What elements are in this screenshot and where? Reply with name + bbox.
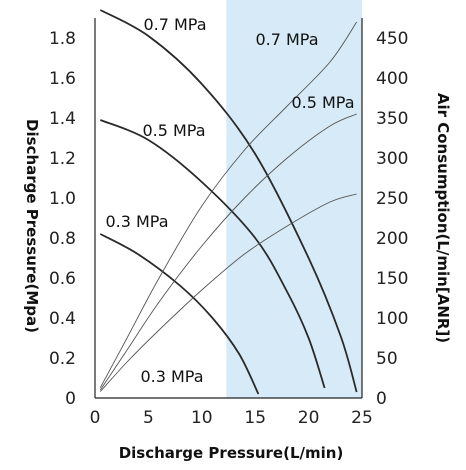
curve-label-4: 0.5 MPa (291, 93, 354, 112)
curve-label-1: 0.5 MPa (142, 121, 205, 140)
y-right-tick-label: 300 (376, 149, 408, 169)
x-axis-title: Discharge Pressure(L/min) (119, 444, 344, 462)
y-left-tick-label: 0 (65, 389, 76, 409)
pressure-curve-2 (99, 233, 260, 395)
y-left-tick-label: 1.4 (49, 109, 76, 129)
y-left-tick-label: 1.0 (49, 189, 76, 209)
y-right-tick-label: 250 (376, 189, 408, 209)
ticks-group: 0 5 10 15 20 2500.20.40.60.81.01.21.41.61.805… (49, 29, 409, 428)
y-right-tick-label: 50 (376, 349, 398, 369)
pressure-curve-0 (99, 9, 358, 393)
x-tick-label: 0 (90, 408, 101, 428)
y-left-tick-label: 1.6 (49, 69, 76, 89)
curve-label-2: 0.3 MPa (105, 212, 168, 231)
y-right-tick-label: 400 (376, 69, 408, 89)
y-left-tick-label: 0.8 (49, 229, 76, 249)
y-right-tick-label: 150 (376, 269, 408, 289)
y-right-tick-label: 450 (376, 29, 408, 49)
curve-label-3: 0.7 MPa (255, 30, 318, 49)
pressure-curve-1 (99, 119, 326, 389)
curve-label-5: 0.3 MPa (140, 367, 203, 386)
y-axis-left-title: Discharge Pressure(Mpa) (23, 119, 41, 333)
y-right-tick-label: 350 (376, 109, 408, 129)
x-tick-label: 25 (351, 408, 373, 428)
curve-labels-group: 0.7 MPa 0.5 MPa 0.3 MPa 0.7 MPa 0.5 MPa 0.3 M… (105, 15, 354, 386)
y-left-tick-label: 0.2 (49, 349, 76, 369)
x-tick-label: 20 (298, 408, 320, 428)
y-right-tick-label: 0 (376, 389, 387, 409)
curve-label-0: 0.7 MPa (143, 15, 206, 34)
x-tick-label: 15 (244, 408, 266, 428)
consumption-curve-4 (99, 113, 357, 391)
y-left-tick-label: 0.4 (49, 309, 76, 329)
y-left-tick-label: 1.2 (49, 149, 76, 169)
y-axis-right-title: Air Consumption(L/min[ANR]) (434, 93, 452, 343)
x-tick-label: 10 (191, 408, 213, 428)
y-right-tick-label: 200 (376, 229, 408, 249)
consumption-curve-3 (99, 21, 358, 388)
x-tick-label: 5 (143, 408, 154, 428)
y-left-tick-label: 1.8 (49, 29, 76, 49)
y-left-tick-label: 0.6 (49, 269, 76, 289)
consumption-curve-5 (100, 193, 357, 392)
curves-group (99, 9, 358, 395)
y-right-tick-label: 100 (376, 309, 408, 329)
